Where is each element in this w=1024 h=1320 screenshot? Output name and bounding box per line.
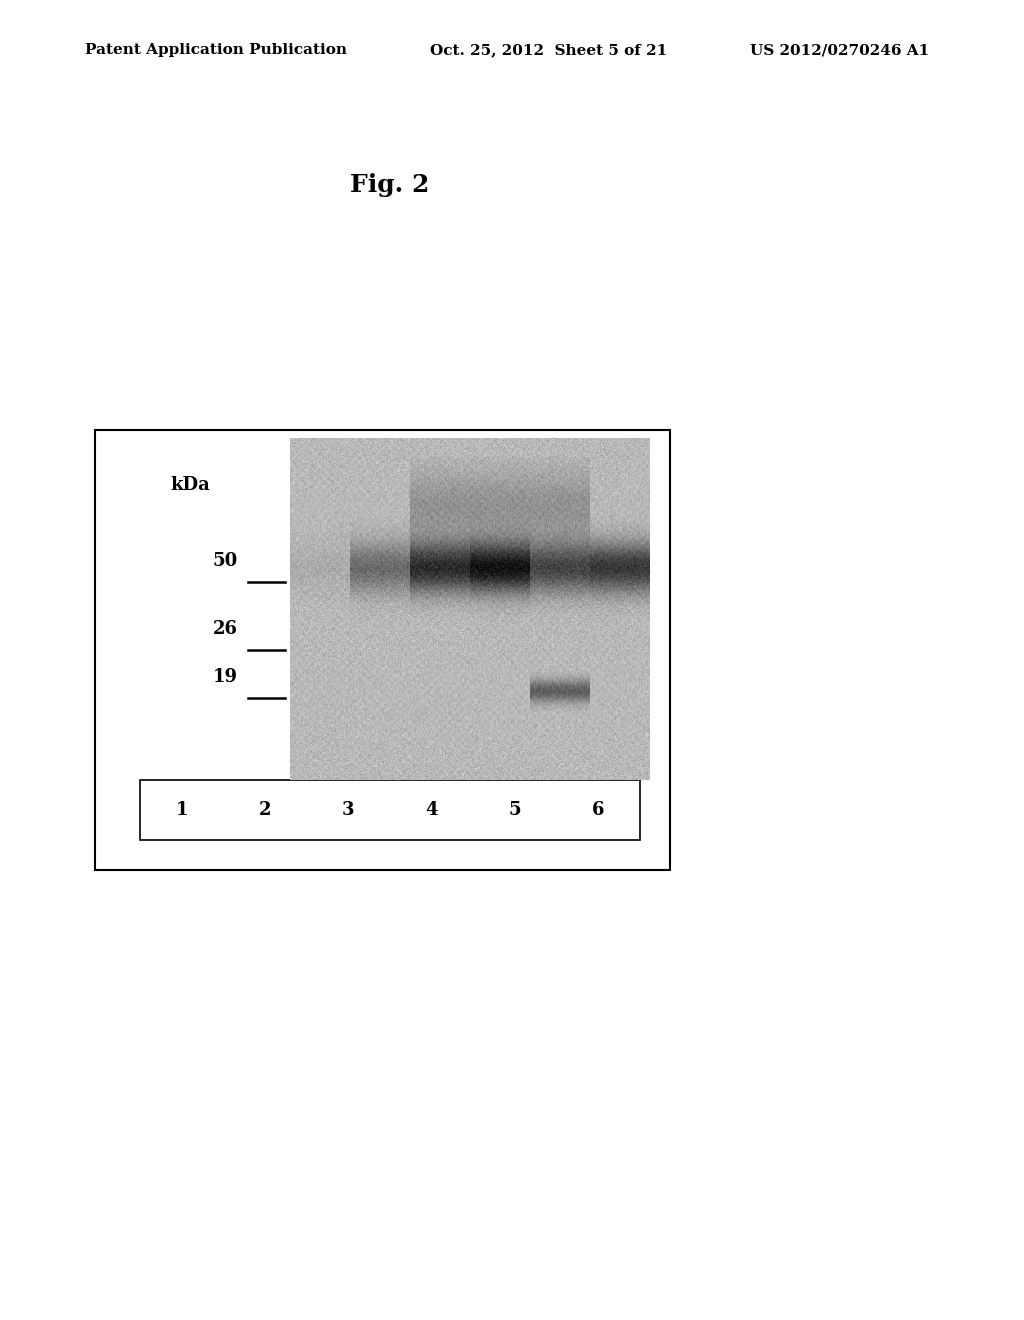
Bar bbox=[140, 780, 640, 840]
Text: 3: 3 bbox=[342, 801, 354, 818]
Text: Fig. 2: Fig. 2 bbox=[350, 173, 430, 197]
Text: US 2012/0270246 A1: US 2012/0270246 A1 bbox=[750, 44, 929, 57]
Text: 1: 1 bbox=[175, 801, 188, 818]
Text: 50: 50 bbox=[213, 552, 238, 570]
Text: 2: 2 bbox=[259, 801, 271, 818]
Text: 5: 5 bbox=[509, 801, 521, 818]
Text: Oct. 25, 2012  Sheet 5 of 21: Oct. 25, 2012 Sheet 5 of 21 bbox=[430, 44, 668, 57]
Bar bbox=[95, 430, 670, 870]
Text: 26: 26 bbox=[213, 620, 238, 638]
Text: 4: 4 bbox=[425, 801, 438, 818]
Text: 6: 6 bbox=[592, 801, 604, 818]
Text: 19: 19 bbox=[213, 668, 238, 686]
Text: Patent Application Publication: Patent Application Publication bbox=[85, 44, 347, 57]
Text: kDa: kDa bbox=[170, 477, 210, 494]
